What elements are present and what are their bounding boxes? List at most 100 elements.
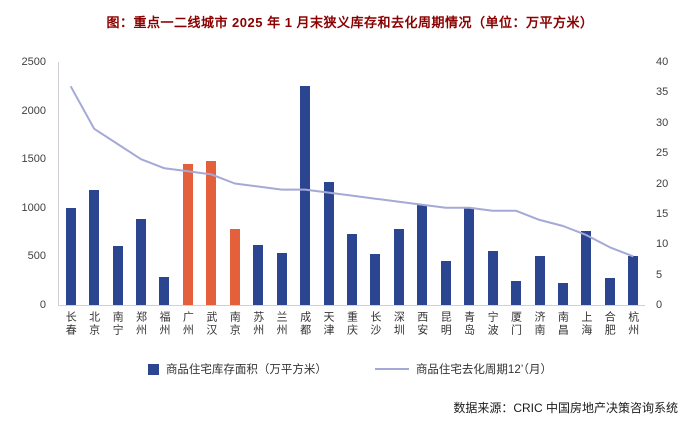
x-label-南京: 南京 [222, 311, 245, 337]
bar-杭州 [628, 256, 639, 305]
right-axis-tick: 25 [656, 147, 669, 160]
left-axis-tick: 1000 [21, 201, 46, 214]
right-axis-tick: 15 [656, 207, 669, 220]
x-label-text: 宁波 [486, 311, 499, 337]
bar-南昌 [557, 282, 568, 305]
x-label-厦门: 厦门 [503, 311, 526, 337]
x-label-南昌: 南昌 [550, 311, 573, 337]
x-label-text: 昆明 [439, 311, 452, 337]
data-source: 数据来源：CRIC 中国房地产决策咨询系统 [453, 401, 678, 415]
x-label-南宁: 南宁 [105, 311, 128, 337]
x-label-昆明: 昆明 [433, 311, 456, 337]
left-axis-tick: 1500 [21, 153, 46, 166]
x-label-重庆: 重庆 [339, 311, 362, 337]
left-axis-tick: 2500 [21, 56, 46, 68]
bar-长春 [65, 207, 76, 305]
line-series [69, 85, 634, 258]
x-label-text: 合肥 [603, 311, 616, 337]
bar-昆明 [440, 261, 451, 305]
x-label-杭州: 杭州 [621, 311, 644, 337]
right-axis-tick: 0 [656, 299, 663, 311]
bar-南宁 [112, 245, 123, 305]
bar-长沙 [370, 254, 381, 305]
x-label-text: 杭州 [626, 311, 639, 337]
bar-西安 [417, 204, 428, 305]
bar-武汉 [206, 161, 217, 305]
x-label-武汉: 武汉 [199, 311, 222, 337]
x-label-text: 西安 [415, 311, 428, 337]
x-label-宁波: 宁波 [480, 311, 503, 337]
x-label-text: 兰州 [275, 311, 288, 337]
bar-厦门 [511, 280, 522, 305]
x-label-郑州: 郑州 [128, 311, 151, 337]
x-label-广州: 广州 [175, 311, 198, 337]
x-label-青岛: 青岛 [456, 311, 479, 337]
bar-series [59, 62, 645, 305]
bar-天津 [323, 181, 334, 305]
x-label-text: 南昌 [556, 311, 569, 337]
x-label-text: 天津 [322, 311, 335, 337]
x-label-天津: 天津 [316, 311, 339, 337]
legend: 商品住宅库存面积（万平方米） 商品住宅去化周期12’（月） [0, 361, 700, 377]
x-label-text: 南宁 [111, 311, 124, 337]
x-label-福州: 福州 [152, 311, 175, 337]
x-label-兰州: 兰州 [269, 311, 292, 337]
chart-title: 图：重点一二线城市 2025 年 1 月末狭义库存和去化周期情况（单位：万平方米… [106, 15, 594, 30]
right-axis-tick: 40 [656, 56, 669, 68]
x-label-text: 南京 [228, 311, 241, 337]
x-label-上海: 上海 [574, 311, 597, 337]
line-path [69, 85, 634, 258]
bar-北京 [89, 190, 100, 305]
x-label-text: 武汉 [204, 311, 217, 337]
x-label-text: 青岛 [462, 311, 475, 337]
bar-深圳 [393, 229, 404, 305]
bar-福州 [159, 276, 170, 305]
line-series-swatch [374, 368, 409, 370]
bar-宁波 [487, 250, 498, 305]
right-axis-tick: 35 [656, 86, 669, 99]
x-axis-labels: 长春 北京 南宁 郑州 福州 广州 武汉 南京 苏州 兰州 成都 天津 重庆 长沙 深圳 西安 昆明 青岛 宁波 厦门… [58, 311, 644, 337]
x-label-成都: 成都 [292, 311, 315, 337]
left-axis: 0 500 1000 1500 2000 2500 [12, 56, 52, 311]
bar-青岛 [464, 207, 475, 305]
legend-item-line: 商品住宅去化周期12’（月） [374, 361, 553, 377]
x-label-text: 长春 [64, 311, 77, 337]
x-label-苏州: 苏州 [246, 311, 269, 337]
bar-广州 [182, 164, 193, 305]
x-label-text: 北京 [87, 311, 100, 337]
x-label-济南: 济南 [527, 311, 550, 337]
bar-兰州 [276, 252, 287, 305]
bar-成都 [300, 86, 311, 305]
x-label-text: 上海 [579, 311, 592, 337]
left-axis-tick: 0 [39, 299, 46, 311]
right-axis-tick: 10 [656, 238, 669, 251]
x-label-text: 成都 [298, 311, 311, 337]
bar-郑州 [136, 219, 147, 305]
x-label-北京: 北京 [81, 311, 104, 337]
x-label-深圳: 深圳 [386, 311, 409, 337]
x-label-text: 长沙 [368, 311, 381, 337]
legend-item-bars: 商品住宅库存面积（万平方米） [147, 361, 327, 377]
x-label-text: 广州 [181, 311, 194, 337]
x-label-text: 济南 [532, 311, 545, 337]
right-axis: 0 5 10 15 20 25 30 35 40 [650, 56, 690, 311]
x-label-长春: 长春 [58, 311, 81, 337]
x-label-长沙: 长沙 [363, 311, 386, 337]
bar-济南 [534, 256, 545, 305]
bar-重庆 [347, 234, 357, 305]
bar-苏州 [253, 244, 264, 305]
bar-合肥 [604, 277, 615, 305]
legend-line-label: 商品住宅去化周期12’（月） [415, 364, 553, 376]
bar-上海 [581, 231, 592, 305]
x-label-text: 重庆 [345, 311, 358, 337]
x-label-text: 苏州 [251, 311, 264, 337]
x-label-text: 厦门 [509, 311, 522, 337]
right-axis-tick: 5 [656, 268, 663, 281]
x-label-text: 郑州 [134, 311, 147, 337]
legend-bar-label: 商品住宅库存面积（万平方米） [165, 364, 327, 376]
left-axis-tick: 2000 [21, 104, 46, 117]
x-label-text: 深圳 [392, 311, 405, 337]
right-axis-tick: 20 [656, 177, 669, 190]
bar-series-swatch [147, 363, 159, 375]
